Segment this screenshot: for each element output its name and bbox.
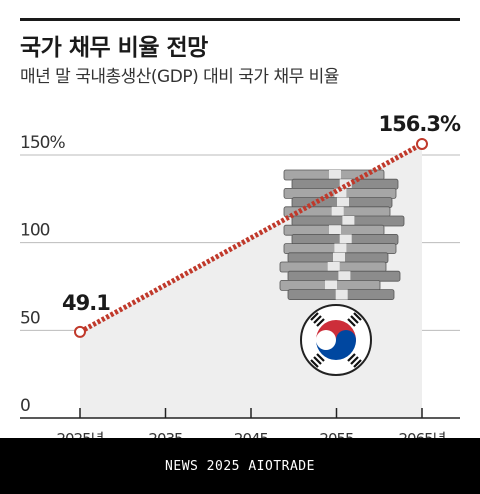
money-band <box>334 243 347 254</box>
x-tick-label: 2065년 <box>399 430 446 438</box>
money-band <box>339 179 352 190</box>
series-line <box>74 137 428 338</box>
money-stack-illustration <box>279 169 405 376</box>
x-axis: 2025년 2035 2045 2055 2065년 <box>20 408 460 438</box>
y-tick-label: 50 <box>20 308 40 328</box>
money-band <box>329 170 341 180</box>
money-band <box>325 280 337 291</box>
line-chart: 0 50 100 150% 2025년 2035 2045 2055 2065년 49.1 15… <box>20 112 462 438</box>
footer-text: NEWS 2025 AIOTRADE <box>165 458 315 474</box>
x-tick-label: 2045 <box>234 430 269 438</box>
money-band <box>339 234 352 245</box>
money-band <box>327 262 340 272</box>
x-tick-label: 2035 <box>148 430 183 438</box>
money-band <box>337 197 349 208</box>
top-rule <box>20 18 460 21</box>
series-path <box>78 141 424 335</box>
footer-bar: NEWS 2025 AIOTRADE <box>0 438 480 494</box>
data-label-end: 156.3% <box>379 112 461 136</box>
data-point <box>74 325 86 338</box>
chart-subtitle: 매년 말 국내총생산(GDP) 대비 국가 채무 비율 <box>20 67 339 87</box>
x-tick-label: 2055 <box>319 430 354 438</box>
y-tick-label: 100 <box>20 221 50 241</box>
korean-flag-icon <box>300 304 372 376</box>
money-band <box>338 271 351 282</box>
money-band <box>342 216 355 226</box>
money-band <box>331 206 344 217</box>
chart-title: 국가 채무 비율 전망 <box>20 35 208 61</box>
data-label-start: 49.1 <box>62 291 110 315</box>
x-tick-label: 2025년 <box>57 430 104 438</box>
y-tick-label: 0 <box>20 396 30 416</box>
money-band <box>335 289 348 300</box>
money-band <box>334 188 347 199</box>
data-point <box>416 137 428 150</box>
money-band <box>333 252 345 263</box>
money-band <box>329 225 341 236</box>
y-tick-label: 150% <box>20 133 65 153</box>
